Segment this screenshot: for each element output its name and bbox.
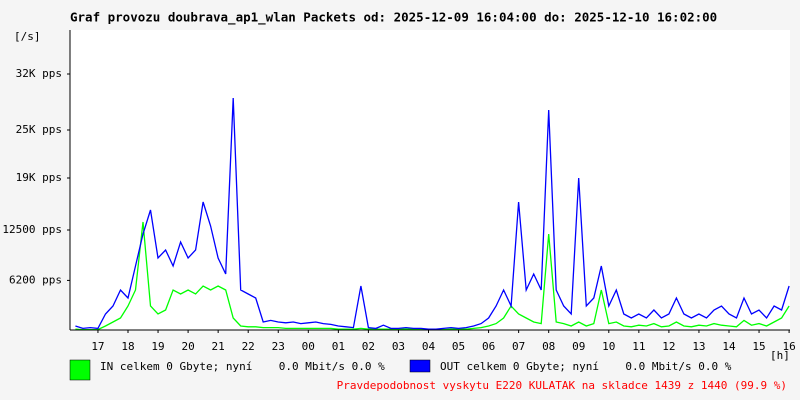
x-tick-label: 13 [692,340,705,353]
x-tick-label: 16 [782,340,795,353]
x-tick-label: 03 [392,340,405,353]
legend-label: OUT celkem 0 Gbyte; nyní 0.0 Mbit/s 0.0 … [440,360,732,373]
legend-label: IN celkem 0 Gbyte; nyní 0.0 Mbit/s 0.0 % [100,360,385,373]
x-tick-label: 19 [151,340,164,353]
y-tick-label: 6200 pps [9,273,62,286]
x-tick-label: 09 [572,340,585,353]
y-tick-label: 12500 pps [2,223,62,236]
x-tick-label: 08 [542,340,555,353]
series-line [75,97,790,330]
x-tick-label: 15 [752,340,765,353]
y-tick-label: 19K pps [16,171,62,184]
x-tick-label: 22 [242,340,255,353]
legend-swatch [409,359,431,373]
x-tick-label: 17 [91,340,104,353]
x-axis-label: [h] [770,349,790,362]
x-tick-label: 20 [181,340,194,353]
x-tick-label: 23 [272,340,285,353]
x-tick-label: 12 [662,340,675,353]
x-tick-label: 07 [512,340,525,353]
x-tick-label: 10 [602,340,615,353]
y-tick-label: 32K pps [16,67,62,80]
x-tick-label: 04 [422,340,436,353]
footer-note: Pravdepodobnost vyskytu E220 KULATAK na … [337,379,787,392]
y-axis-label: [/s] [14,30,41,43]
chart-title: Graf provozu doubrava_ap1_wlan Packets o… [70,10,717,26]
x-tick-label: 00 [302,340,315,353]
x-tick-label: 01 [332,340,345,353]
x-tick-label: 06 [482,340,495,353]
x-tick-label: 11 [632,340,645,353]
x-tick-label: 02 [362,340,375,353]
x-tick-label: 18 [121,340,134,353]
x-tick-label: 21 [212,340,225,353]
x-tick-label: 14 [722,340,736,353]
y-tick-label: 25K pps [16,123,62,136]
plot-area [70,30,790,330]
legend-swatch [69,359,91,381]
x-tick-label: 05 [452,340,465,353]
